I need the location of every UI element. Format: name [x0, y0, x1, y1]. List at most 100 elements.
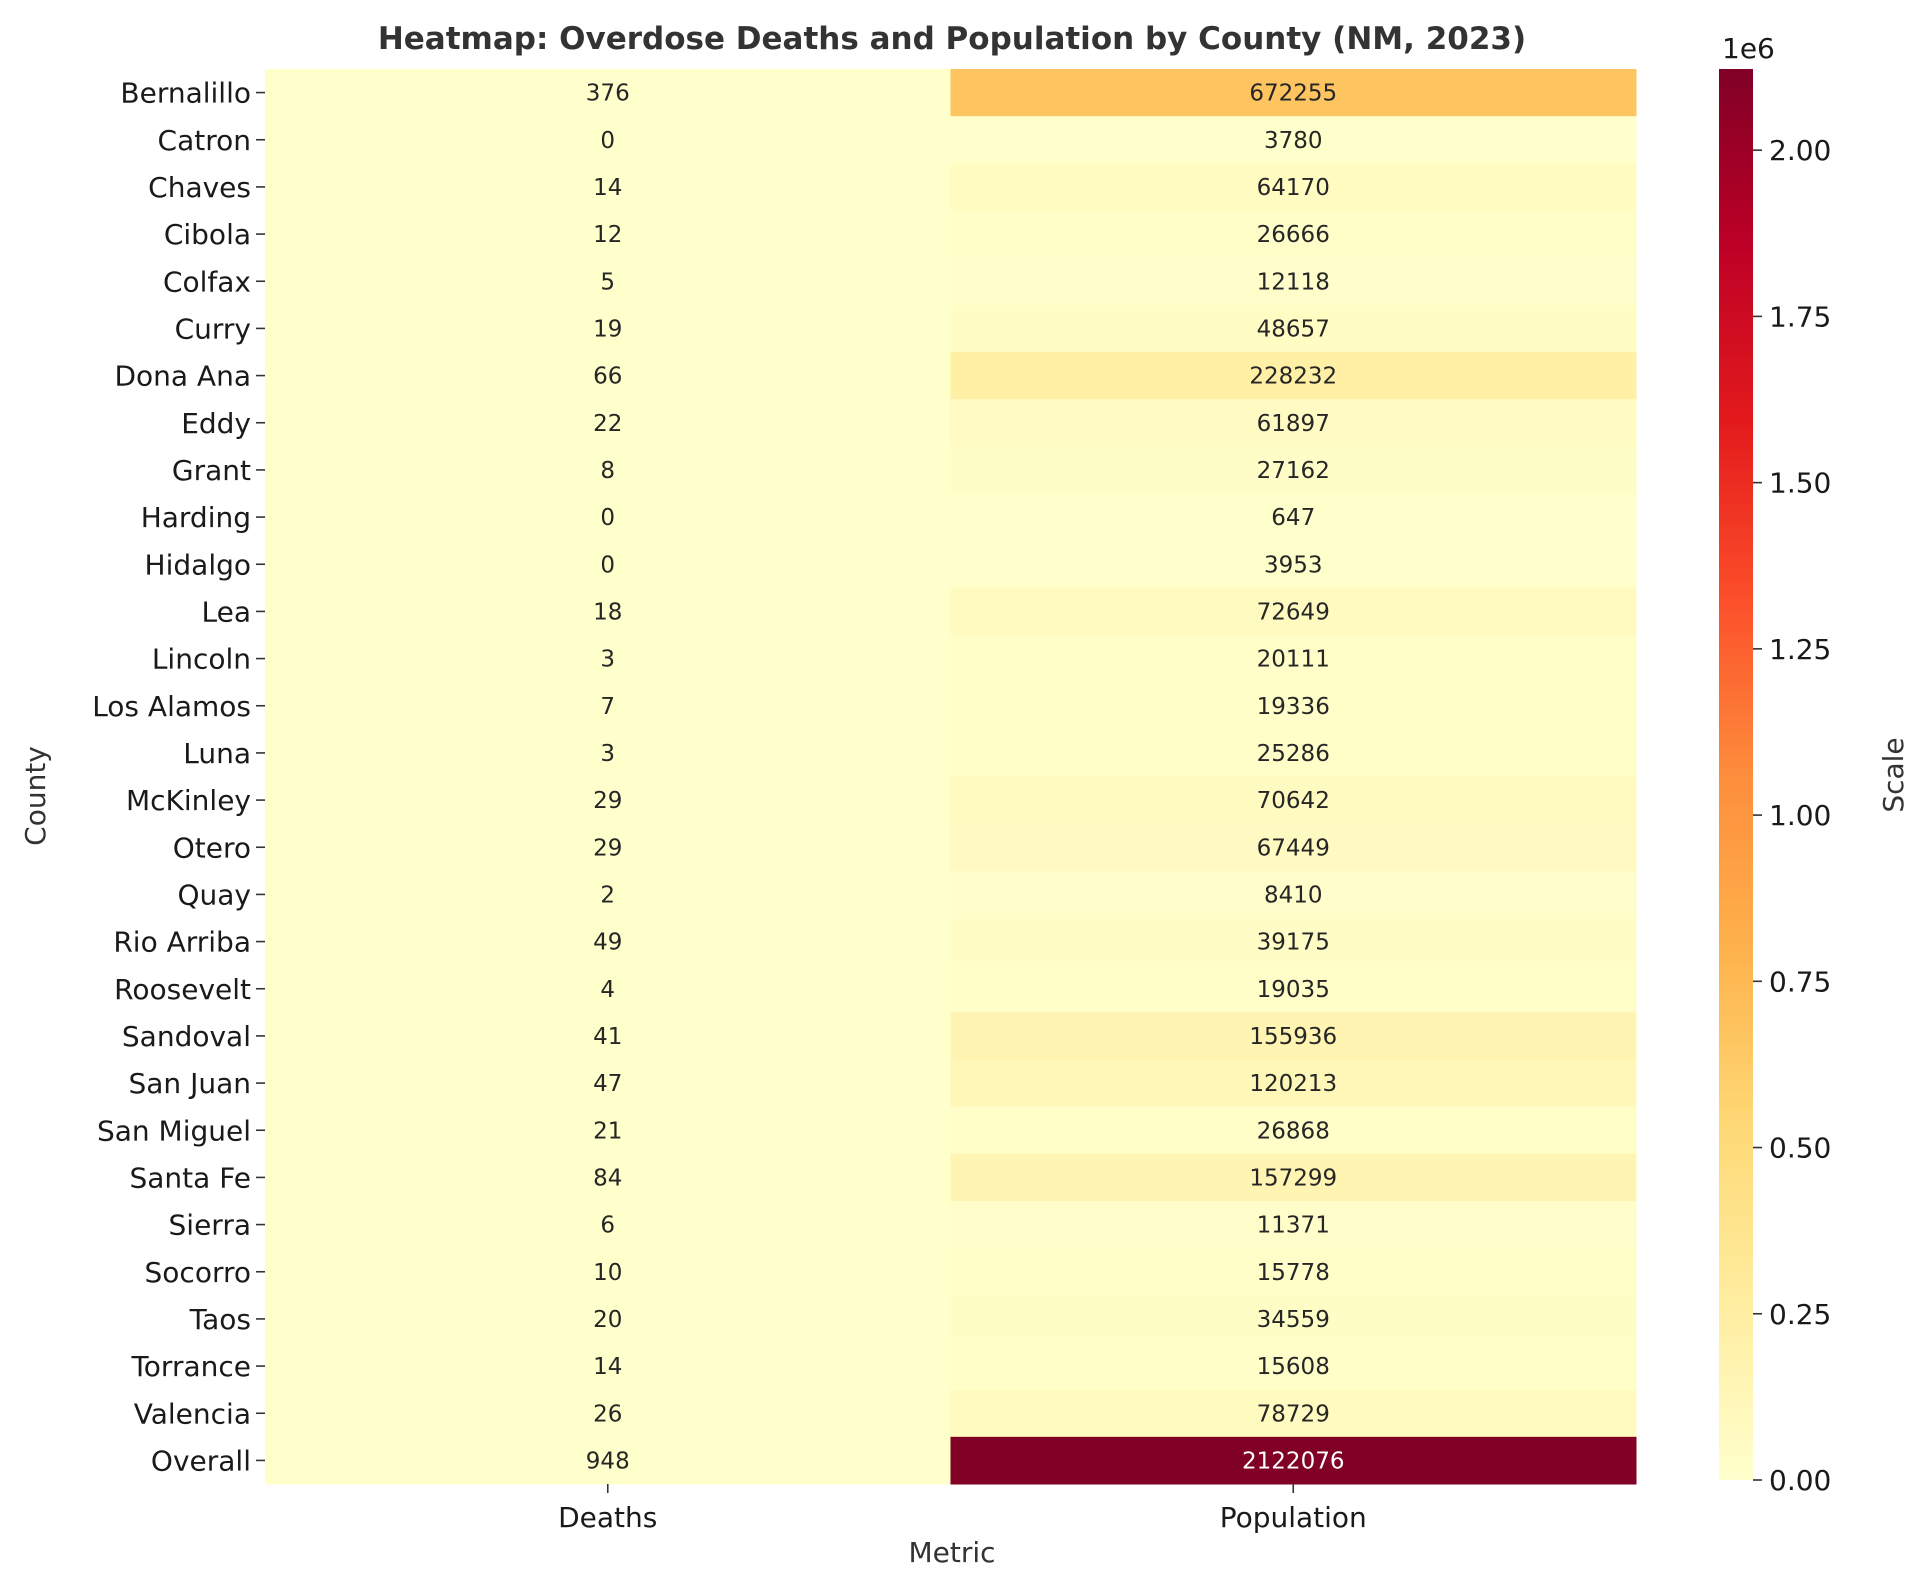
cell-value-label: 29	[593, 788, 622, 814]
row-tick-label: Sandoval	[122, 1020, 251, 1053]
heatmap-cell	[950, 1295, 1637, 1343]
cell-value-label: 78729	[1257, 1401, 1330, 1427]
colorbar-tick-label: 1.00	[1769, 799, 1831, 832]
cell-value-label: 39175	[1257, 930, 1330, 956]
row-tick-label: Sierra	[169, 1209, 251, 1242]
heatmap-cell	[950, 116, 1637, 164]
row-tick-label: Lincoln	[152, 643, 251, 676]
heatmap-cell	[950, 729, 1637, 777]
colorbar-tick-label: 0.75	[1769, 965, 1831, 998]
cell-value-label: 67449	[1257, 835, 1330, 861]
colorbar-tick-label: 2.00	[1769, 134, 1831, 167]
cell-value-label: 228232	[1249, 364, 1337, 390]
chart-title: Heatmap: Overdose Deaths and Population …	[378, 21, 1526, 57]
cell-value-label: 120213	[1249, 1071, 1337, 1097]
heatmap-cell	[950, 69, 1637, 117]
heatmap-cell	[950, 163, 1637, 211]
cell-value-label: 4	[600, 977, 615, 1003]
row-tick-label: Roosevelt	[114, 973, 251, 1006]
row-tick-label: Cibola	[164, 218, 251, 251]
row-tick-label: Otero	[173, 831, 251, 864]
cell-value-label: 25286	[1257, 741, 1330, 767]
row-tick-label: Eddy	[181, 407, 251, 440]
heatmap-cell	[265, 257, 951, 306]
colorbar-label: Scale	[1877, 737, 1910, 812]
cell-value-label: 66	[593, 364, 622, 390]
heatmap-cell	[265, 352, 951, 400]
heatmap-cell	[265, 116, 951, 164]
cell-value-label: 29	[593, 835, 622, 861]
cell-value-label: 26868	[1257, 1118, 1330, 1144]
cell-value-label: 47	[593, 1071, 622, 1097]
heatmap-cell	[265, 210, 951, 259]
cell-value-label: 3	[600, 647, 615, 673]
cell-value-label: 34559	[1257, 1307, 1330, 1333]
row-tick-label: Luna	[183, 737, 251, 770]
heatmap-cell	[950, 1106, 1637, 1155]
heatmap-cell	[265, 1153, 951, 1202]
cell-value-label: 157299	[1249, 1165, 1337, 1191]
heatmap-cell	[950, 446, 1637, 494]
cell-value-label: 20111	[1257, 647, 1330, 673]
heatmap-cell	[950, 493, 1637, 542]
row-tick-label: Los Alamos	[92, 690, 251, 723]
cell-value-label: 26666	[1257, 222, 1330, 248]
heatmap-cell	[950, 1248, 1637, 1296]
colorbar-tick-label: 1.25	[1769, 633, 1831, 666]
heatmap-cell	[950, 776, 1637, 825]
cell-value-label: 3	[600, 741, 615, 767]
heatmap-cell	[265, 823, 951, 872]
y-axis-label: County	[19, 746, 52, 846]
cell-value-label: 5	[600, 269, 615, 295]
cell-value-label: 19035	[1257, 977, 1330, 1003]
cell-value-label: 6	[600, 1213, 615, 1239]
colorbar-gradient	[1719, 69, 1753, 1480]
heatmap-cell	[265, 446, 951, 494]
row-tick-label: Chaves	[148, 171, 251, 204]
cell-value-label: 84	[593, 1165, 622, 1191]
cell-value-label: 2122076	[1242, 1448, 1344, 1474]
column-tick-labels: Deaths Population	[558, 1484, 1367, 1534]
row-tick-label: Dona Ana	[114, 360, 251, 393]
colorbar-ticks: 0.00 0.25 0.50 0.75 1.00 1.25 1.50 1.75 2.00	[1753, 134, 1831, 1497]
cell-value-label: 155936	[1249, 1024, 1337, 1050]
cell-value-label: 8410	[1264, 882, 1323, 908]
cell-value-label: 3780	[1264, 128, 1323, 154]
cell-value-label: 41	[593, 1024, 622, 1050]
heatmap-cell	[950, 965, 1637, 1013]
row-tick-label: Overall	[151, 1444, 251, 1477]
cell-value-label: 11371	[1257, 1213, 1330, 1239]
cell-value-label: 0	[600, 552, 615, 578]
colorbar-tick-label: 1.75	[1769, 300, 1831, 333]
heatmap-cell	[265, 1201, 951, 1249]
heatmap-cell	[265, 1295, 951, 1343]
cell-value-label: 27162	[1257, 458, 1330, 484]
cell-value-label: 19336	[1257, 694, 1330, 720]
heatmap-cell	[950, 1389, 1637, 1438]
cell-value-label: 14	[593, 175, 622, 201]
row-tick-label: Colfax	[163, 265, 251, 298]
cell-value-label: 22	[593, 411, 622, 437]
cell-value-label: 21	[593, 1118, 622, 1144]
heatmap-cell	[950, 587, 1637, 636]
heatmap-cell	[265, 1248, 951, 1296]
heatmap-cell	[950, 540, 1637, 589]
heatmap-cell	[265, 587, 951, 636]
row-tick-label: Socorro	[145, 1256, 251, 1289]
column-tick-label: Population	[1220, 1501, 1367, 1534]
cell-value-label: 7	[600, 694, 615, 720]
row-tick-label: Harding	[141, 501, 251, 534]
heatmap-cell	[265, 304, 951, 353]
heatmap-cell	[950, 1436, 1637, 1485]
row-tick-label: Bernalillo	[120, 77, 251, 110]
cell-value-label: 49	[593, 930, 622, 956]
heatmap-cell	[265, 163, 951, 211]
row-tick-label: Rio Arriba	[113, 926, 251, 959]
row-tick-label: Santa Fe	[129, 1161, 251, 1194]
heatmap-cell	[950, 304, 1637, 353]
cell-value-label: 15778	[1257, 1260, 1330, 1286]
cell-value-label: 8	[600, 458, 615, 484]
